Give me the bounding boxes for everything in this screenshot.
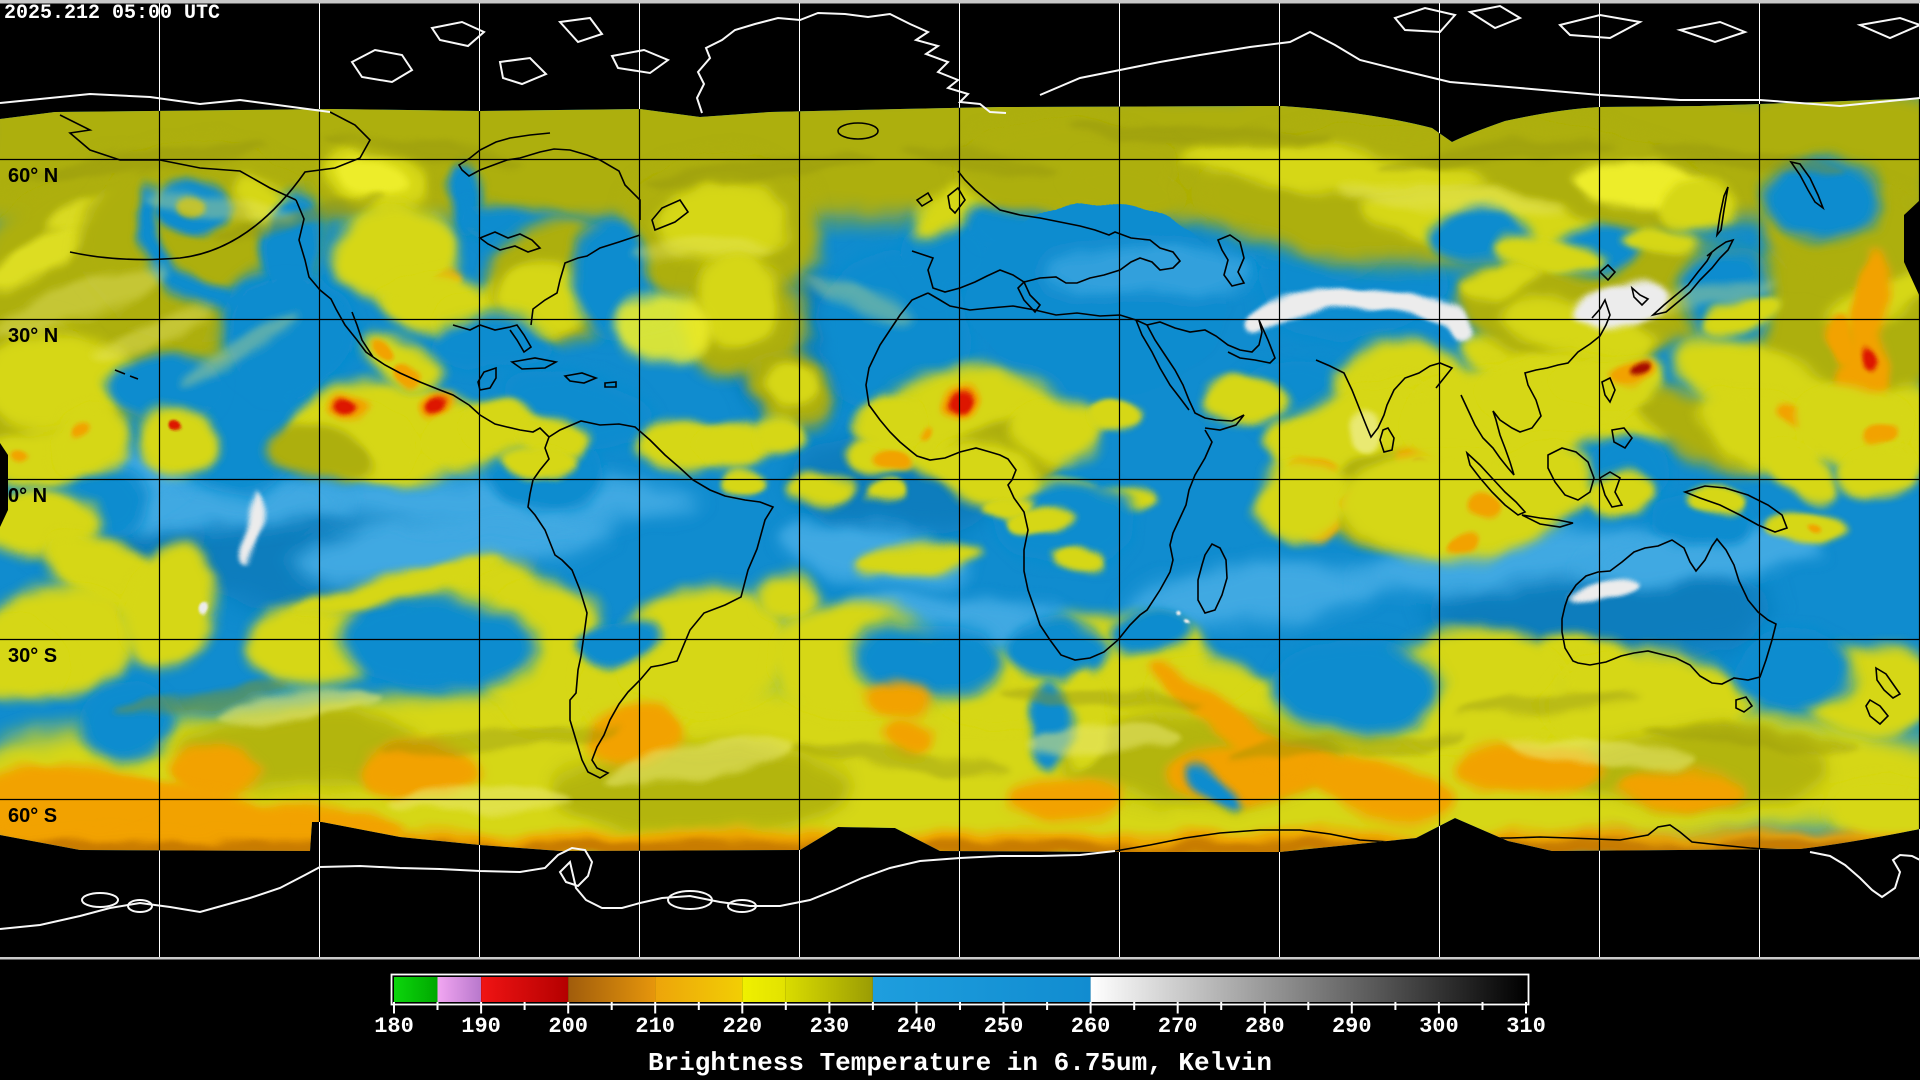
svg-text:30° N: 30° N bbox=[8, 325, 58, 347]
svg-text:180: 180 bbox=[374, 1014, 414, 1039]
svg-text:190: 190 bbox=[461, 1014, 501, 1039]
svg-text:60° S: 60° S bbox=[8, 805, 57, 827]
svg-text:280: 280 bbox=[1245, 1014, 1285, 1039]
svg-text:250: 250 bbox=[984, 1014, 1024, 1039]
svg-text:230: 230 bbox=[810, 1014, 850, 1039]
svg-text:300: 300 bbox=[1419, 1014, 1459, 1039]
svg-text:Brightness Temperature in 6.75: Brightness Temperature in 6.75um, Kelvin bbox=[648, 1048, 1272, 1078]
svg-text:60° N: 60° N bbox=[8, 165, 58, 187]
svg-text:310: 310 bbox=[1506, 1014, 1546, 1039]
svg-text:220: 220 bbox=[722, 1014, 762, 1039]
svg-text:2025.212 05:00 UTC: 2025.212 05:00 UTC bbox=[4, 2, 220, 25]
svg-text:290: 290 bbox=[1332, 1014, 1372, 1039]
svg-text:200: 200 bbox=[548, 1014, 588, 1039]
svg-text:210: 210 bbox=[635, 1014, 675, 1039]
svg-text:270: 270 bbox=[1158, 1014, 1198, 1039]
svg-text:30° S: 30° S bbox=[8, 645, 57, 667]
svg-text:260: 260 bbox=[1071, 1014, 1111, 1039]
svg-text:240: 240 bbox=[897, 1014, 937, 1039]
svg-text:0° N: 0° N bbox=[8, 485, 47, 507]
